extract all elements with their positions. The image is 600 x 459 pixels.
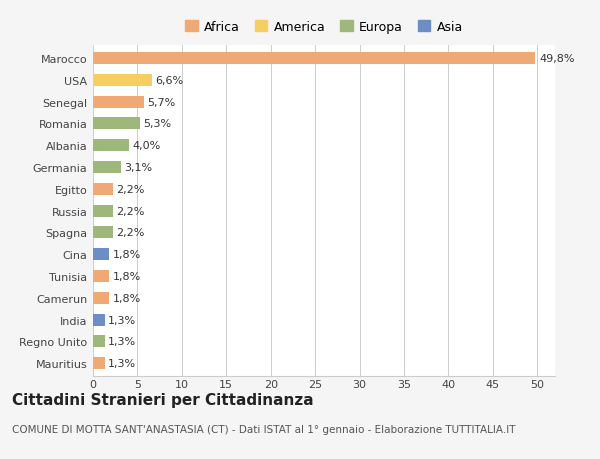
Bar (93, 184, 113, 196)
Text: 1,8%: 1,8% (113, 271, 141, 281)
Text: 6,6%: 6,6% (155, 76, 184, 86)
Text: 49,8%: 49,8% (539, 54, 575, 64)
Text: 2,2%: 2,2% (116, 185, 145, 195)
Bar (93, 75, 152, 87)
Text: 5,3%: 5,3% (143, 119, 172, 129)
Bar (93, 292, 109, 304)
Bar (93, 227, 113, 239)
Text: 5,7%: 5,7% (147, 97, 175, 107)
Bar (93, 249, 109, 261)
Bar (93, 358, 104, 369)
Text: 3,1%: 3,1% (124, 162, 152, 173)
Bar (93, 162, 121, 174)
Bar (93, 205, 113, 217)
Text: 2,2%: 2,2% (116, 228, 145, 238)
Text: COMUNE DI MOTTA SANT'ANASTASIA (CT) - Dati ISTAT al 1° gennaio - Elaborazione TU: COMUNE DI MOTTA SANT'ANASTASIA (CT) - Da… (12, 425, 515, 435)
Bar (93, 314, 104, 326)
Text: 1,8%: 1,8% (113, 250, 141, 260)
Text: 4,0%: 4,0% (132, 141, 160, 151)
Bar (93, 140, 128, 152)
Text: 1,3%: 1,3% (108, 315, 136, 325)
Text: 1,8%: 1,8% (113, 293, 141, 303)
Text: 2,2%: 2,2% (116, 206, 145, 216)
Text: 1,3%: 1,3% (108, 358, 136, 368)
Bar (93, 53, 535, 65)
Bar (93, 336, 104, 347)
Text: 1,3%: 1,3% (108, 336, 136, 347)
Bar (93, 96, 143, 108)
Bar (93, 270, 109, 282)
Text: Cittadini Stranieri per Cittadinanza: Cittadini Stranieri per Cittadinanza (12, 392, 314, 408)
Legend: Africa, America, Europa, Asia: Africa, America, Europa, Asia (182, 18, 466, 36)
Bar (93, 118, 140, 130)
